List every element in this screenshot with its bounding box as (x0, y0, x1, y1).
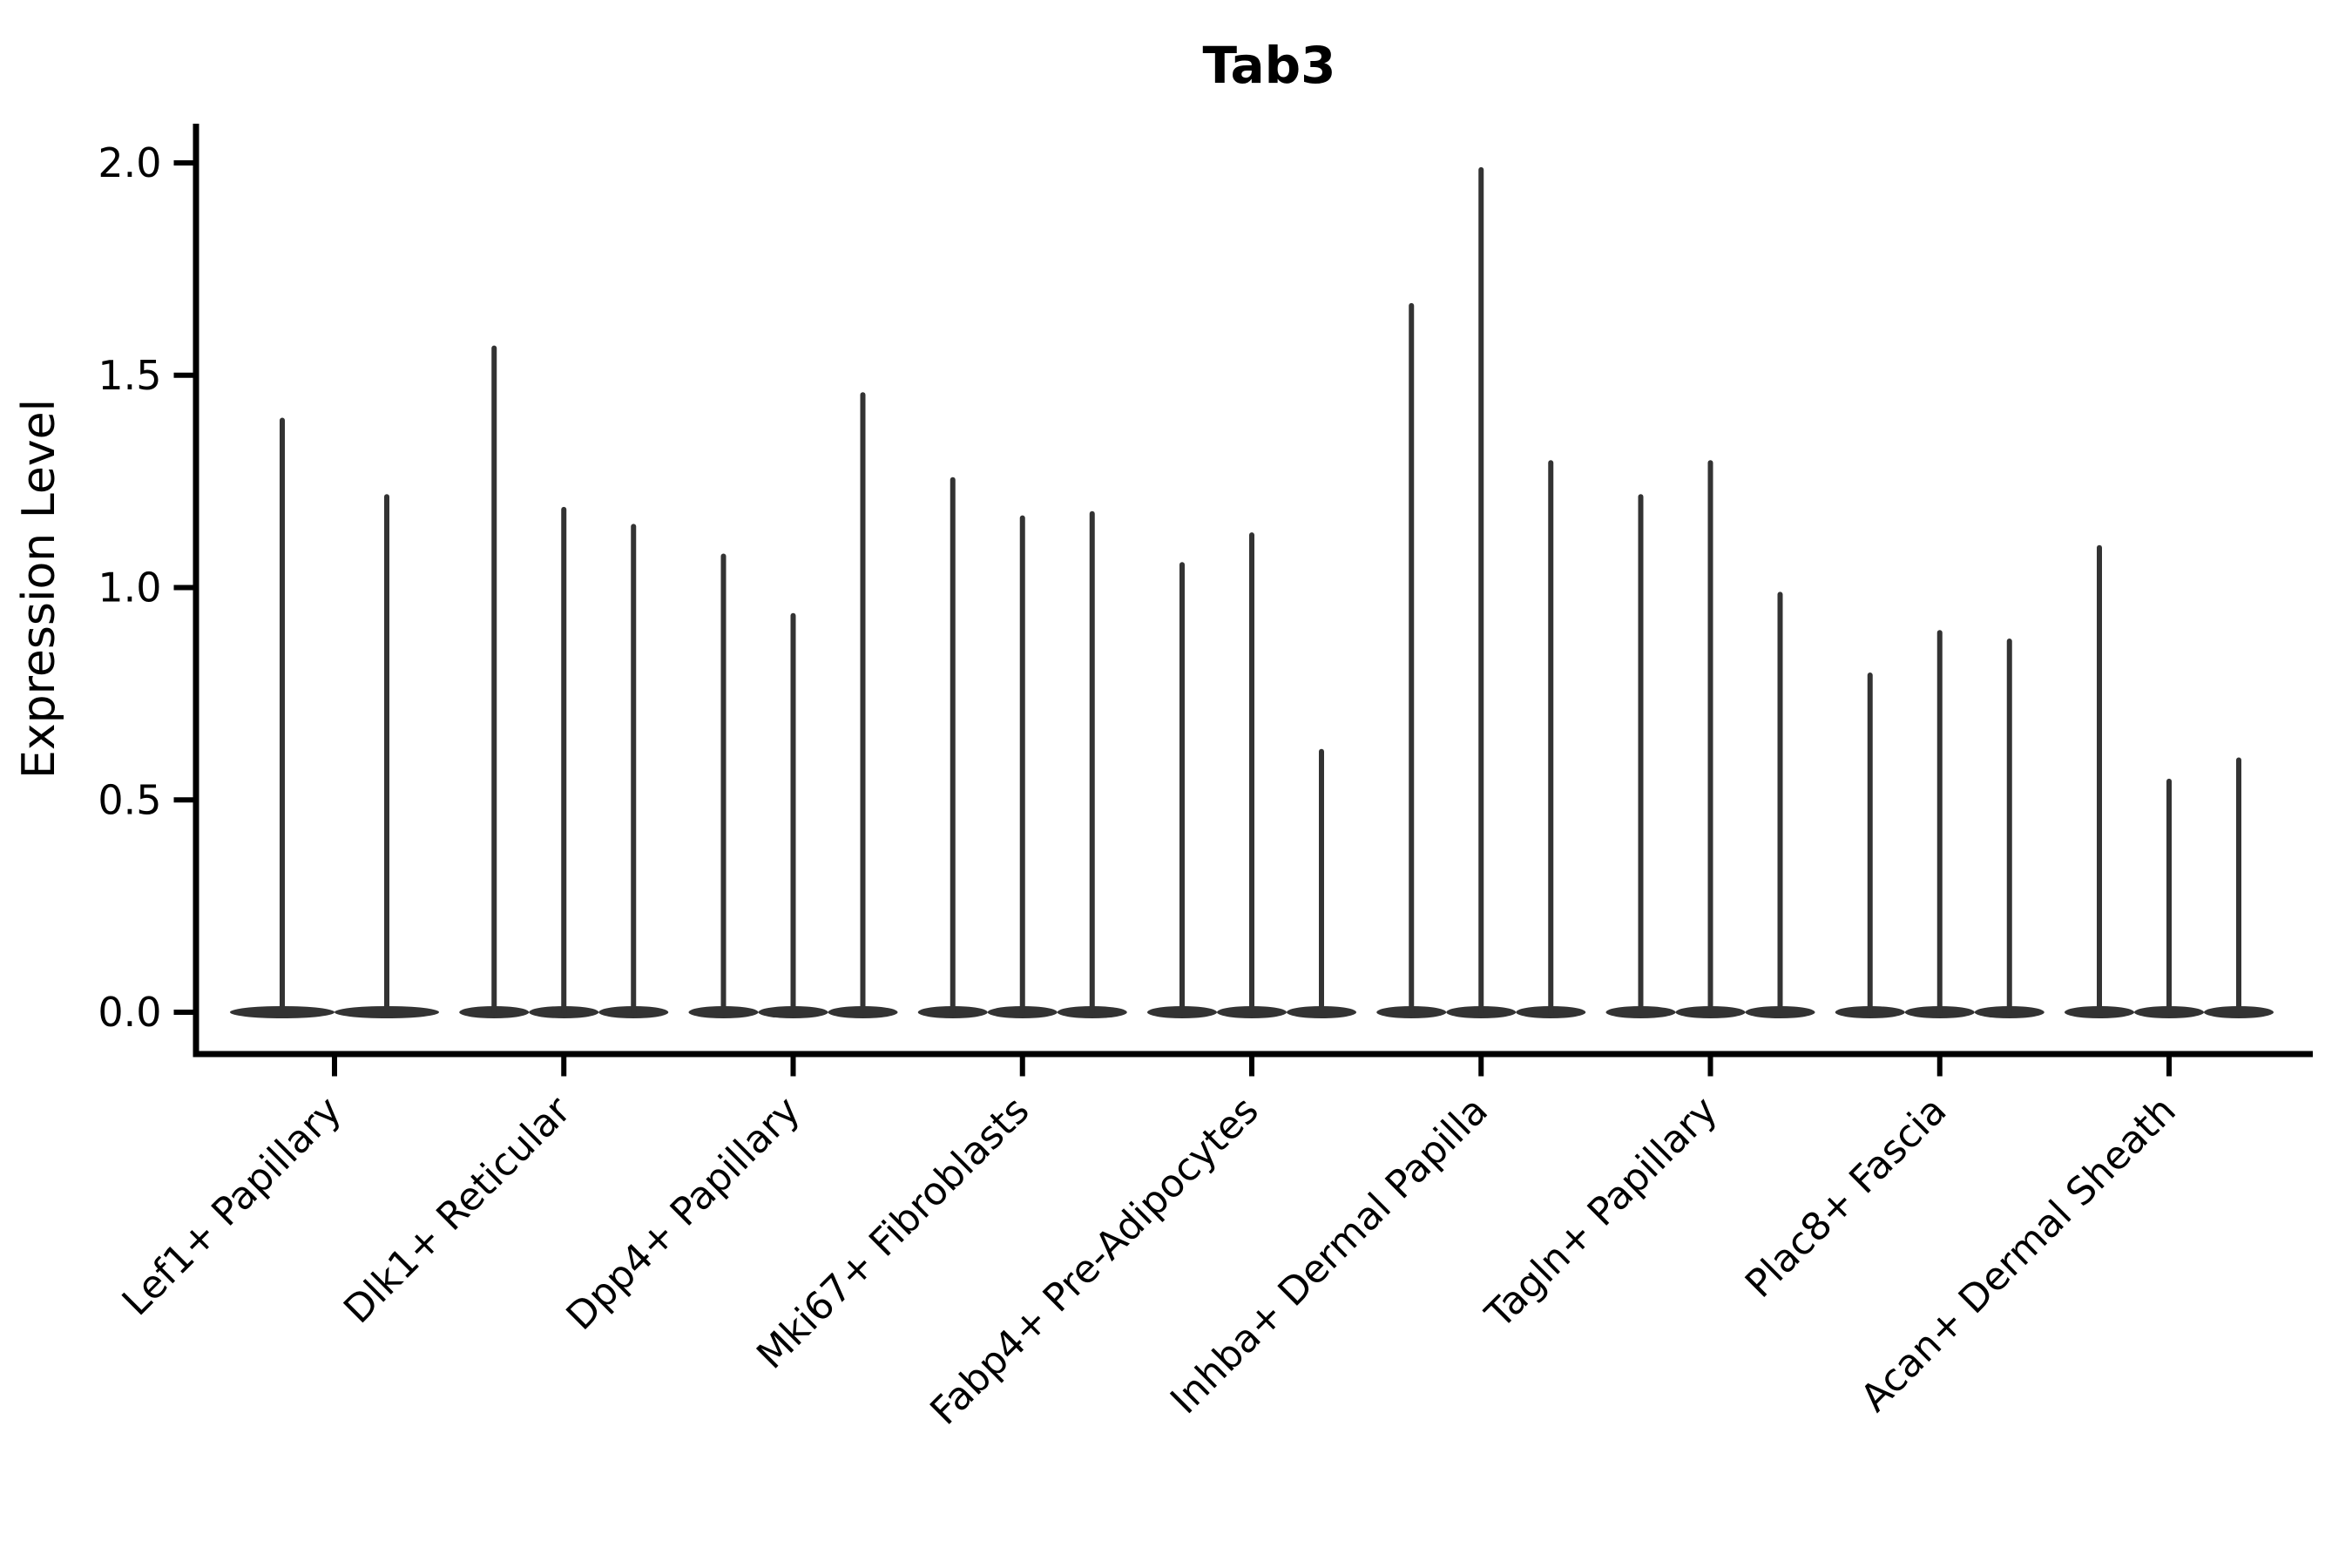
violin-needle (2006, 639, 2012, 1016)
y-tick-label: 2.0 (98, 139, 161, 186)
y-tick-mark (173, 160, 193, 166)
y-tick-mark (173, 1010, 193, 1015)
violin-needle (1548, 460, 1554, 1016)
violin-needle (1867, 672, 1873, 1016)
violin-needle (790, 612, 796, 1016)
violin-group (1605, 460, 1815, 1018)
y-tick-mark (173, 372, 193, 378)
violin-needle (280, 417, 285, 1016)
violin-group (230, 417, 439, 1018)
violin-needle (1936, 630, 1943, 1016)
violin-needle (1089, 510, 1095, 1016)
violin-needle (1638, 494, 1644, 1016)
y-tick-label: 1.5 (98, 352, 161, 399)
violin-needle (720, 553, 727, 1016)
violin-needle (561, 506, 567, 1016)
x-tick-mark (561, 1057, 567, 1077)
violin-needle (491, 345, 497, 1016)
violin-needle (950, 476, 956, 1016)
violin-group (1835, 630, 2044, 1018)
violin-group (459, 345, 669, 1018)
violin-needle (2236, 757, 2241, 1016)
violin-needle (2097, 544, 2102, 1016)
violin-needle (1777, 591, 1783, 1016)
violin-needle (1707, 460, 1713, 1016)
x-tick-label: Tagln+ Papillary (1477, 1088, 1726, 1337)
violin-group (688, 392, 898, 1018)
x-tick-mark (2166, 1057, 2172, 1077)
x-tick-mark (1478, 1057, 1484, 1077)
violin-group (2065, 544, 2274, 1018)
x-tick-mark (332, 1057, 337, 1077)
violin-needle (1019, 515, 1025, 1016)
x-tick-mark (790, 1057, 796, 1077)
y-tick-labels: 0.0 0.5 1.0 1.5 2.0 (98, 139, 193, 1036)
violin-needle (631, 524, 637, 1016)
violin-group (1376, 166, 1586, 1018)
y-tick-label: 1.0 (98, 564, 161, 612)
violin-needle (1319, 748, 1324, 1016)
x-tick-label: Dpp4+ Papillary (558, 1088, 809, 1339)
x-tick-label: Dlk1+ Reticular (335, 1088, 580, 1333)
chart-title: Tab3 (1202, 36, 1335, 95)
y-axis-spine (193, 124, 199, 1058)
x-axis-spine (193, 1051, 2313, 1058)
x-tick-label: Lef1+ Papillary (114, 1088, 350, 1324)
violin-needle (1249, 532, 1254, 1016)
violin-needle (1478, 166, 1484, 1016)
x-tick-mark (1936, 1057, 1943, 1077)
y-tick-label: 0.0 (98, 989, 161, 1036)
x-tick-mark (1249, 1057, 1254, 1077)
violin-needle (1179, 562, 1185, 1016)
y-tick-mark (173, 797, 193, 803)
x-tick-mark (1707, 1057, 1713, 1077)
violin-needle (1409, 302, 1415, 1016)
violin-group (1147, 532, 1356, 1018)
x-tick-mark (1019, 1057, 1025, 1077)
axes (193, 124, 2313, 1058)
violin-group (917, 476, 1127, 1018)
x-tick-label: Plac8+ Fascia (1737, 1088, 1956, 1307)
violin-needle (860, 392, 866, 1016)
violin-needle (384, 494, 389, 1016)
y-tick-label: 0.5 (98, 776, 161, 823)
violin-needle (2166, 778, 2172, 1016)
violins (230, 166, 2274, 1018)
y-axis-label: Expression Level (13, 399, 65, 779)
y-tick-mark (173, 585, 193, 591)
